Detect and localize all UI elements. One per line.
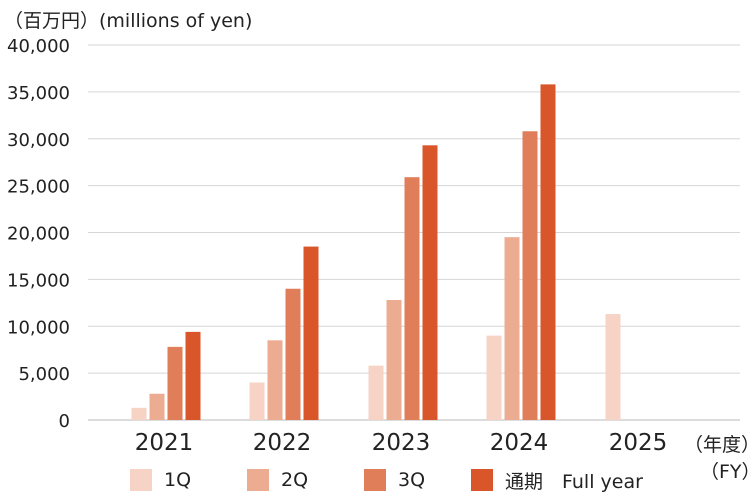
bar-2024-s4 xyxy=(540,84,556,420)
x-tick-label: 2025 xyxy=(609,430,668,456)
bar-2023-s4 xyxy=(422,145,438,420)
bar-2022-s3 xyxy=(285,288,301,420)
legend-swatch-full-year xyxy=(471,469,493,491)
bar-2023-s3 xyxy=(404,177,420,420)
bar-2022-s1 xyxy=(249,382,265,420)
bar-2021-s3 xyxy=(167,346,183,420)
y-axis-ticks: 0 5,000 10,000 15,000 20,000 25,000 30,000 35,0… xyxy=(7,36,70,432)
bar-2021-s4 xyxy=(185,331,201,420)
bar-2021-s2 xyxy=(149,393,165,420)
bar-2023-s2 xyxy=(386,300,402,420)
y-axis-title: （百万円）(millions of yen) xyxy=(4,10,253,32)
bar-2021-s1 xyxy=(131,407,147,420)
bar-2024-s2 xyxy=(504,237,520,420)
legend-label-3q: 3Q xyxy=(398,469,426,491)
x-tick-label: 2024 xyxy=(490,430,549,456)
legend-item-2q: 2Q xyxy=(247,466,308,494)
x-tick-label: 2022 xyxy=(253,430,312,456)
bar-2023-s1 xyxy=(368,365,384,420)
legend-item-1q: 1Q xyxy=(130,466,191,494)
legend-label-2q: 2Q xyxy=(281,469,309,491)
x-axis-ticks: 2021 2022 2023 2024 2025 xyxy=(135,430,668,456)
bar-2022-s2 xyxy=(267,340,283,420)
y-tick-label: 25,000 xyxy=(7,177,70,198)
x-axis-unit-ja: （年度） xyxy=(684,434,750,456)
legend-label-1q: 1Q xyxy=(164,469,192,491)
y-tick-label: 20,000 xyxy=(7,224,70,245)
x-axis-unit-en: （FY） xyxy=(700,461,750,483)
y-tick-label: 15,000 xyxy=(7,270,70,291)
x-tick-label: 2023 xyxy=(372,430,431,456)
legend-swatch-2q xyxy=(247,469,269,491)
y-tick-label: 30,000 xyxy=(7,130,70,151)
legend-item-3q: 3Q xyxy=(364,466,425,494)
y-tick-label: 5,000 xyxy=(18,364,70,385)
bar-2025-s1 xyxy=(605,314,621,420)
bar-2024-s1 xyxy=(486,335,502,420)
legend-swatch-1q xyxy=(130,469,152,491)
y-tick-label: 10,000 xyxy=(7,317,70,338)
legend-swatch-3q xyxy=(364,469,386,491)
x-tick-label: 2021 xyxy=(135,430,194,456)
y-tick-label: 35,000 xyxy=(7,83,70,104)
legend-label-full-year: 通期 Full year xyxy=(505,470,643,493)
bar-2024-s3 xyxy=(522,131,538,420)
legend-item-full-year: 通期 Full year xyxy=(471,466,643,494)
y-tick-label: 0 xyxy=(59,411,70,432)
y-tick-label: 40,000 xyxy=(7,36,70,57)
bar-2022-s4 xyxy=(303,246,319,420)
bars xyxy=(131,84,621,420)
